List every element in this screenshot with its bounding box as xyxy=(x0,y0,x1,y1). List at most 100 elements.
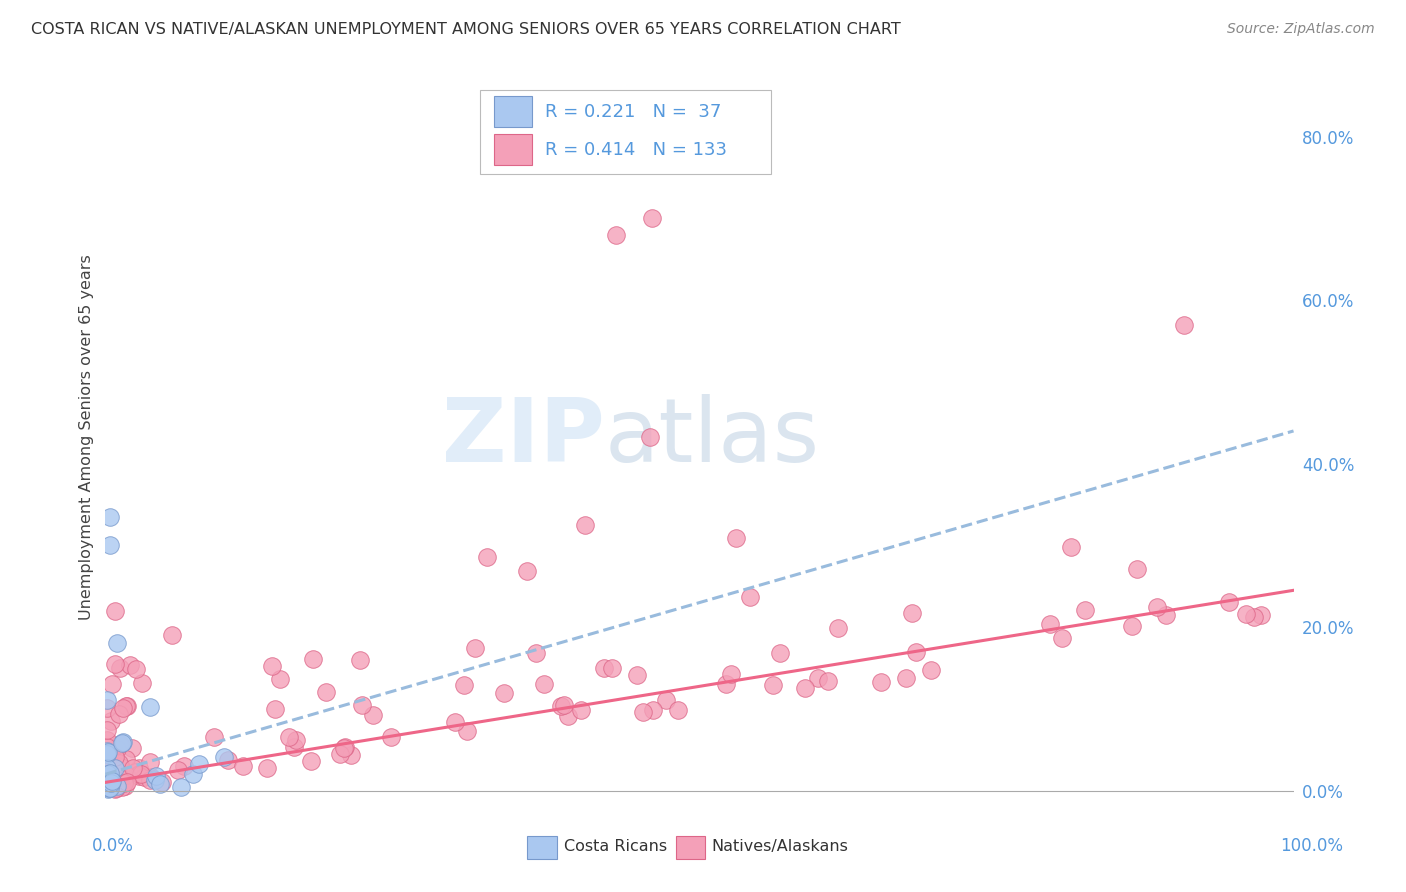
Point xyxy=(139,770,162,784)
Point xyxy=(870,675,893,690)
Point xyxy=(284,732,307,747)
Point xyxy=(108,737,131,751)
Point xyxy=(105,636,128,650)
Point xyxy=(349,653,371,667)
Point xyxy=(333,741,356,756)
Point xyxy=(278,730,301,744)
Point xyxy=(96,766,118,780)
Point xyxy=(128,769,150,783)
Point xyxy=(96,740,118,755)
Point xyxy=(96,723,118,737)
Point xyxy=(105,742,128,756)
Point xyxy=(725,531,748,545)
Point xyxy=(1039,616,1062,631)
Point xyxy=(115,768,138,782)
Point xyxy=(550,698,572,713)
Point xyxy=(302,652,325,666)
Point xyxy=(453,678,475,692)
Point xyxy=(96,700,118,714)
Point xyxy=(569,703,592,717)
Point xyxy=(269,672,291,686)
Point xyxy=(283,739,305,754)
Point xyxy=(1154,607,1177,622)
Point xyxy=(121,740,143,755)
Point xyxy=(817,673,839,688)
Point xyxy=(256,761,278,775)
Text: COSTA RICAN VS NATIVE/ALASKAN UNEMPLOYMENT AMONG SENIORS OVER 65 YEARS CORRELATI: COSTA RICAN VS NATIVE/ALASKAN UNEMPLOYME… xyxy=(31,22,901,37)
Point xyxy=(720,667,742,681)
Point xyxy=(1250,607,1272,622)
Point xyxy=(1074,603,1097,617)
Point xyxy=(444,715,467,730)
Point xyxy=(640,429,662,443)
Point xyxy=(100,773,122,788)
Point xyxy=(901,606,924,620)
Point xyxy=(115,774,138,789)
Point xyxy=(132,770,155,784)
Point xyxy=(160,628,183,642)
Point xyxy=(120,657,142,672)
Point xyxy=(352,698,374,713)
Point xyxy=(97,781,120,796)
Point xyxy=(108,769,131,783)
Point xyxy=(110,760,132,774)
Point xyxy=(124,765,146,780)
Point xyxy=(107,738,129,752)
Point xyxy=(231,759,253,773)
Point xyxy=(97,763,120,777)
Point xyxy=(100,776,122,790)
Point xyxy=(98,781,121,796)
Point xyxy=(104,761,127,775)
Point xyxy=(105,779,128,793)
Point xyxy=(149,777,172,791)
Point xyxy=(97,745,120,759)
Point xyxy=(894,671,917,685)
Point xyxy=(920,664,942,678)
Point xyxy=(111,736,134,750)
Point xyxy=(112,776,135,790)
Point xyxy=(128,761,150,775)
Point xyxy=(112,735,135,749)
Point xyxy=(329,747,352,762)
Point xyxy=(96,753,118,767)
Point xyxy=(456,723,478,738)
Point xyxy=(553,698,575,712)
Point xyxy=(1060,541,1083,555)
Point xyxy=(96,767,118,781)
Point xyxy=(516,565,538,579)
Point xyxy=(145,768,167,782)
Point xyxy=(464,640,486,655)
Point xyxy=(187,756,209,771)
Point xyxy=(299,754,322,768)
Point xyxy=(97,767,120,781)
Point xyxy=(107,756,129,770)
Point xyxy=(738,591,761,605)
Point xyxy=(217,753,239,767)
Point xyxy=(315,685,337,699)
Point xyxy=(100,744,122,758)
Point xyxy=(98,538,121,552)
Point xyxy=(1173,318,1195,332)
Point xyxy=(104,657,127,671)
Point xyxy=(114,752,136,766)
Point xyxy=(96,768,118,782)
Point xyxy=(340,747,363,762)
Point xyxy=(533,677,555,691)
Point xyxy=(167,763,190,777)
Point xyxy=(96,747,118,762)
Point xyxy=(666,703,689,717)
Point xyxy=(101,775,124,789)
Point xyxy=(605,227,627,242)
Point xyxy=(96,762,118,776)
Point xyxy=(762,678,785,692)
Point xyxy=(807,671,830,685)
Point xyxy=(104,604,127,618)
Point xyxy=(905,645,928,659)
Point xyxy=(98,770,121,784)
Point xyxy=(333,739,356,754)
Point xyxy=(1218,595,1240,609)
Point xyxy=(96,780,118,794)
Point xyxy=(98,764,121,779)
Point xyxy=(524,646,547,660)
Point xyxy=(170,780,193,794)
